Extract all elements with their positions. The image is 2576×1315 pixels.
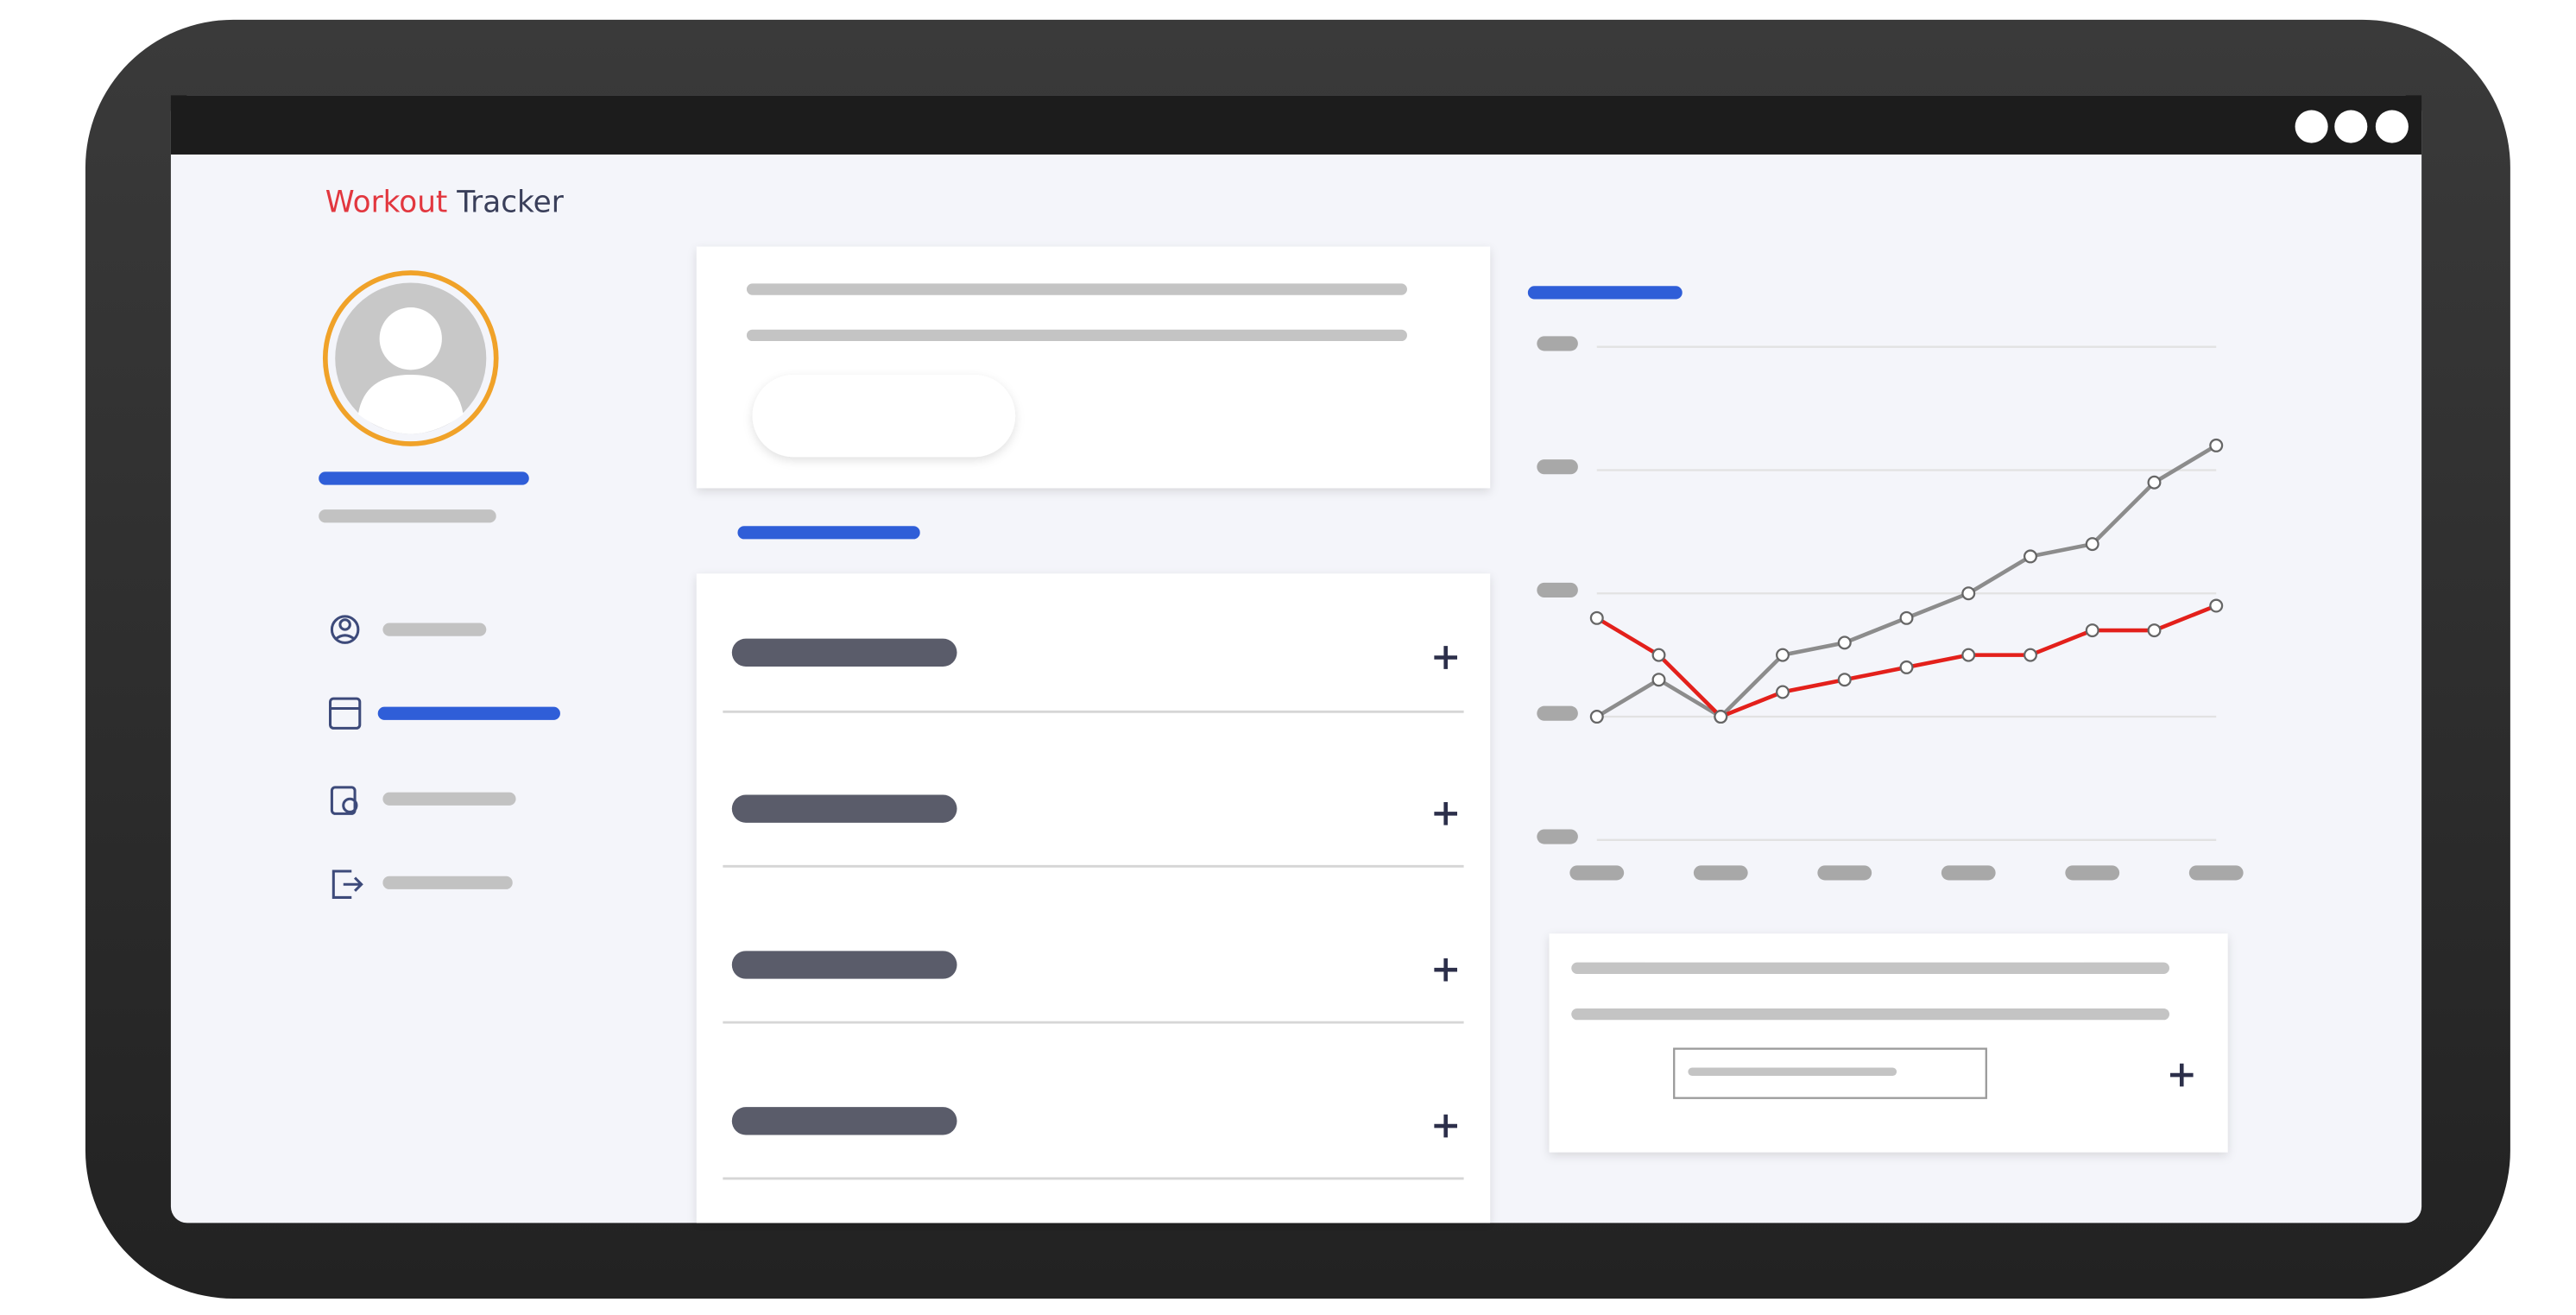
avatar[interactable]: [322, 270, 499, 446]
data-point: [2024, 648, 2037, 662]
chart: [1537, 336, 2244, 881]
data-point: [1776, 648, 1790, 662]
data-point: [2024, 549, 2037, 564]
data-point: [2147, 623, 2162, 638]
data-point: [1651, 648, 1666, 662]
window-dots[interactable]: [2295, 110, 2409, 143]
list-rows: [723, 638, 1464, 1180]
data-point: [1961, 586, 1976, 601]
data-point: [1589, 710, 1604, 724]
data-point: [1837, 673, 1852, 687]
data-point: [2085, 537, 2099, 552]
data-point: [2085, 623, 2099, 638]
title-word: Tracker: [456, 186, 564, 220]
data-point: [2209, 598, 2224, 613]
app-title: Workout Tracker: [325, 186, 565, 220]
data-point: [1837, 635, 1852, 650]
data-point: [1714, 710, 1728, 724]
add-icons[interactable]: [1434, 646, 1458, 1138]
top-bar: [170, 95, 2422, 155]
data-point: [1651, 673, 1666, 687]
data-point: [1776, 685, 1790, 699]
menu-icons[interactable]: [328, 615, 363, 899]
data-point: [2209, 438, 2224, 452]
data-point: [1961, 648, 1976, 662]
data-point: [1589, 610, 1604, 625]
menu-items[interactable]: [377, 623, 560, 889]
add-icon[interactable]: [2169, 1063, 2194, 1087]
button[interactable]: [752, 375, 1016, 458]
data-point: [1899, 660, 1914, 674]
title-word: Workout: [325, 186, 448, 220]
data-point: [2147, 475, 2162, 490]
data-point: [1899, 610, 1914, 625]
